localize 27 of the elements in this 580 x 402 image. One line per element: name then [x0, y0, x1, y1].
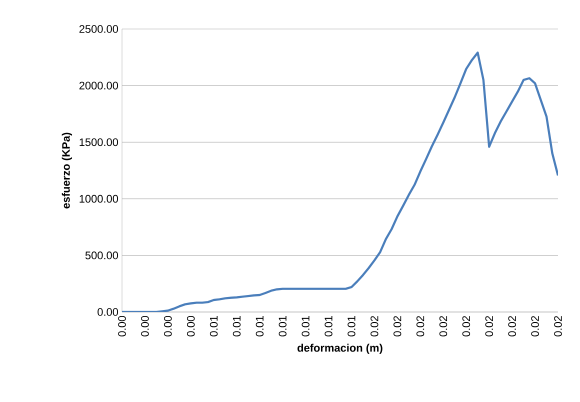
y-tick-label: 1500.00: [80, 138, 118, 146]
y-tick-label: 0.00: [98, 308, 118, 316]
y-tick-label: 2000.00: [79, 82, 118, 90]
x-tick-label: 0.00: [164, 316, 172, 336]
x-tick-label: 0.02: [439, 316, 448, 336]
y-tick-label: 500.00: [85, 252, 118, 260]
x-tick-label: 0.02: [508, 316, 516, 336]
x-tick-label: 0.02: [554, 316, 562, 336]
x-tick-label: 0.01: [324, 316, 332, 336]
x-tick-label: 0.00: [141, 316, 149, 336]
x-tick-label: 0.02: [393, 316, 402, 336]
y-axis-title: esfuerzo (KPa): [62, 132, 72, 208]
x-axis-title: deformacion (m): [298, 344, 382, 354]
x-tick-label: 0.01: [302, 316, 310, 336]
y-tick-label: 2500.00: [79, 25, 118, 33]
x-tick-label: 0.02: [370, 316, 378, 336]
x-tick-label: 0.01: [210, 316, 218, 336]
x-tick-label: 0.02: [462, 316, 470, 336]
y-tick-label: 1000.00: [80, 194, 118, 203]
x-tick-label: 0.02: [531, 316, 539, 336]
x-tick-label: 0.02: [416, 316, 424, 336]
x-tick-label: 0.00: [186, 316, 195, 336]
x-tick-label: 0.01: [348, 316, 356, 336]
x-tick-label: 0.01: [232, 316, 241, 336]
x-tick-label: 0.01: [278, 316, 287, 336]
x-tick-label: 0.02: [485, 316, 494, 336]
x-tick-label: 0.01: [256, 316, 264, 336]
